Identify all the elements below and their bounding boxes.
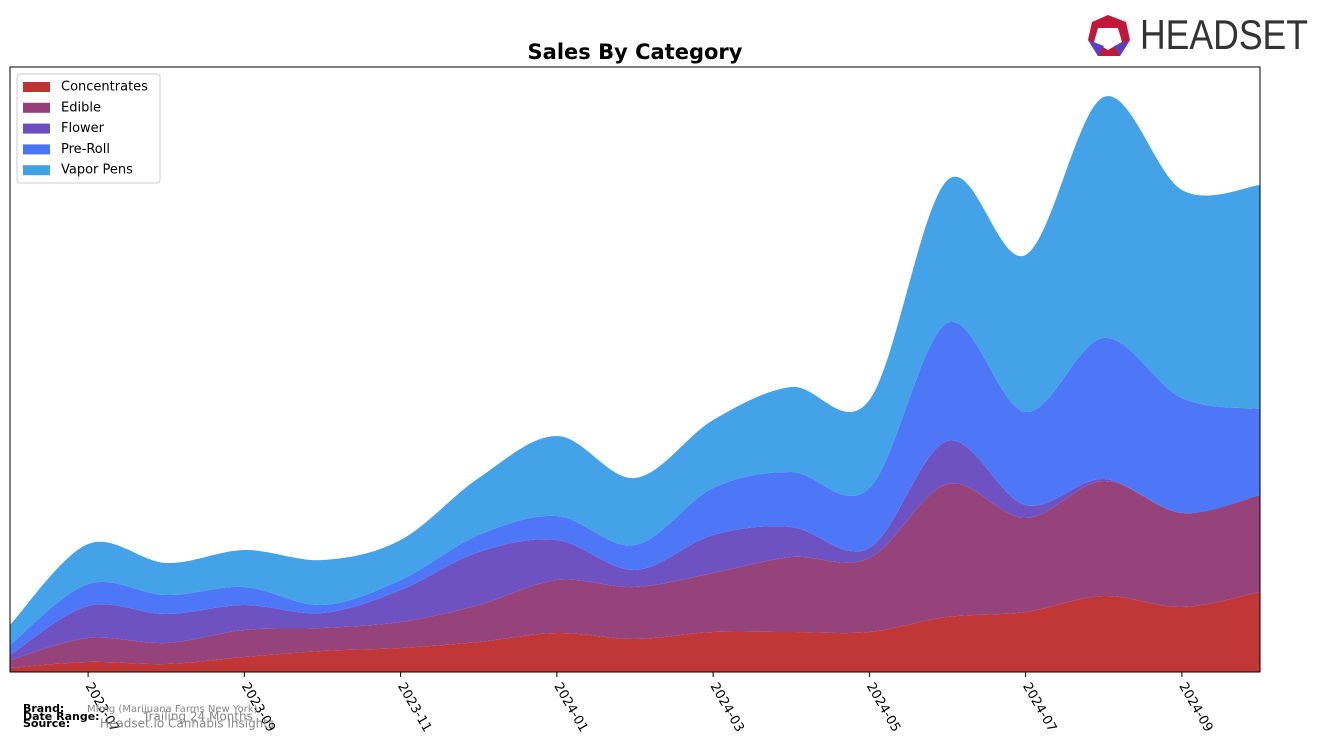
logo-mark-part	[1088, 40, 1104, 56]
legend-swatch	[23, 144, 50, 155]
x-tick-label: 2024-09	[1175, 680, 1215, 735]
footer-label: Source:	[23, 717, 70, 730]
x-tick-label: 2024-01	[550, 680, 590, 735]
plot-frame	[9, 66, 1261, 673]
x-tick-label: 2024-05	[863, 680, 903, 735]
legend-swatch	[23, 102, 50, 113]
x-tick-label: 2023-11	[394, 680, 434, 735]
logo-mark-part	[1114, 40, 1130, 56]
legend-label: Concentrates	[61, 80, 148, 95]
area	[10, 440, 1260, 660]
x-tick-label: 2024-07	[1019, 680, 1059, 735]
area	[10, 96, 1260, 645]
legend-swatch	[23, 82, 50, 92]
footer-value: Headset.io Cannabis Insights	[100, 717, 274, 731]
area	[10, 592, 1260, 672]
footer-value: Mfmg (Marijuana Farms New York)	[87, 704, 258, 715]
area	[10, 480, 1260, 668]
legend-box	[16, 73, 161, 184]
area	[10, 321, 1260, 655]
legend-swatch	[23, 123, 50, 134]
legend-swatch	[23, 165, 50, 176]
legend-label: Edible	[61, 100, 101, 115]
logo: HEADSET	[1088, 11, 1308, 58]
legend-label: Vapor Pens	[61, 163, 133, 178]
logo-text: HEADSET	[1140, 11, 1308, 58]
footer-label: Date Range:	[23, 710, 100, 723]
logo-mark-inner	[1094, 28, 1122, 50]
chart-title: Sales By Category	[528, 40, 743, 64]
legend-label: Flower	[61, 121, 105, 136]
x-tick-label: 2024-03	[707, 680, 747, 735]
footer-label: Brand:	[23, 702, 64, 715]
footer-value: Trailing 24 Months	[142, 710, 253, 724]
legend-label: Pre-Roll	[61, 142, 110, 157]
